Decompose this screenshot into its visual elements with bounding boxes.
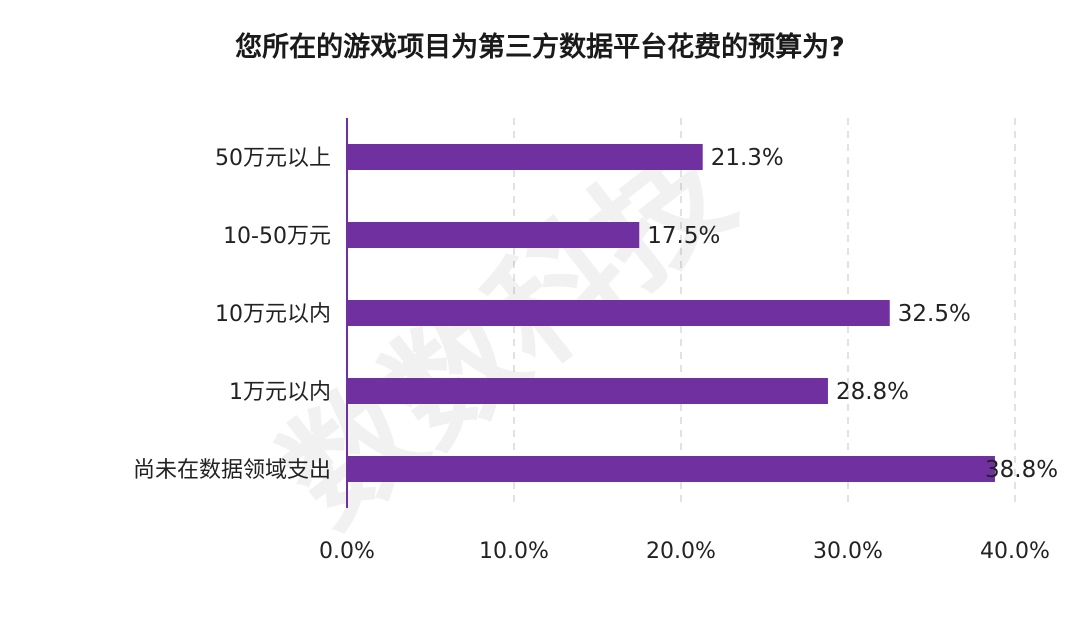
category-label: 尚未在数据领域支出 xyxy=(133,458,331,483)
value-labels: 21.3% 17.5% 32.5% 28.8% 38.8% xyxy=(647,145,1058,483)
x-tick-label: 30.0% xyxy=(813,539,883,564)
value-label: 17.5% xyxy=(647,223,720,249)
bar xyxy=(347,222,640,248)
category-label: 10万元以内 xyxy=(215,302,331,327)
category-label: 10-50万元 xyxy=(223,224,331,249)
value-label: 28.8% xyxy=(836,379,909,405)
x-tick-label: 0.0% xyxy=(319,539,375,564)
bar xyxy=(347,300,890,326)
bar xyxy=(347,378,828,404)
chart-title: 您所在的游戏项目为第三方数据平台花费的预算为? xyxy=(235,31,845,63)
x-tick-label: 40.0% xyxy=(980,539,1050,564)
x-tick-labels: 0.0% 10.0% 20.0% 30.0% 40.0% xyxy=(319,539,1050,564)
bars xyxy=(347,144,995,482)
category-label: 50万元以上 xyxy=(215,146,331,171)
bar xyxy=(347,456,995,482)
bar xyxy=(347,144,703,170)
x-tick-label: 20.0% xyxy=(646,539,716,564)
value-label: 32.5% xyxy=(898,301,971,327)
x-tick-label: 10.0% xyxy=(479,539,549,564)
value-label: 21.3% xyxy=(711,145,784,171)
watermark-text: 数数科技 xyxy=(256,114,759,554)
value-label: 38.8% xyxy=(985,457,1058,483)
category-label: 1万元以内 xyxy=(229,380,331,405)
